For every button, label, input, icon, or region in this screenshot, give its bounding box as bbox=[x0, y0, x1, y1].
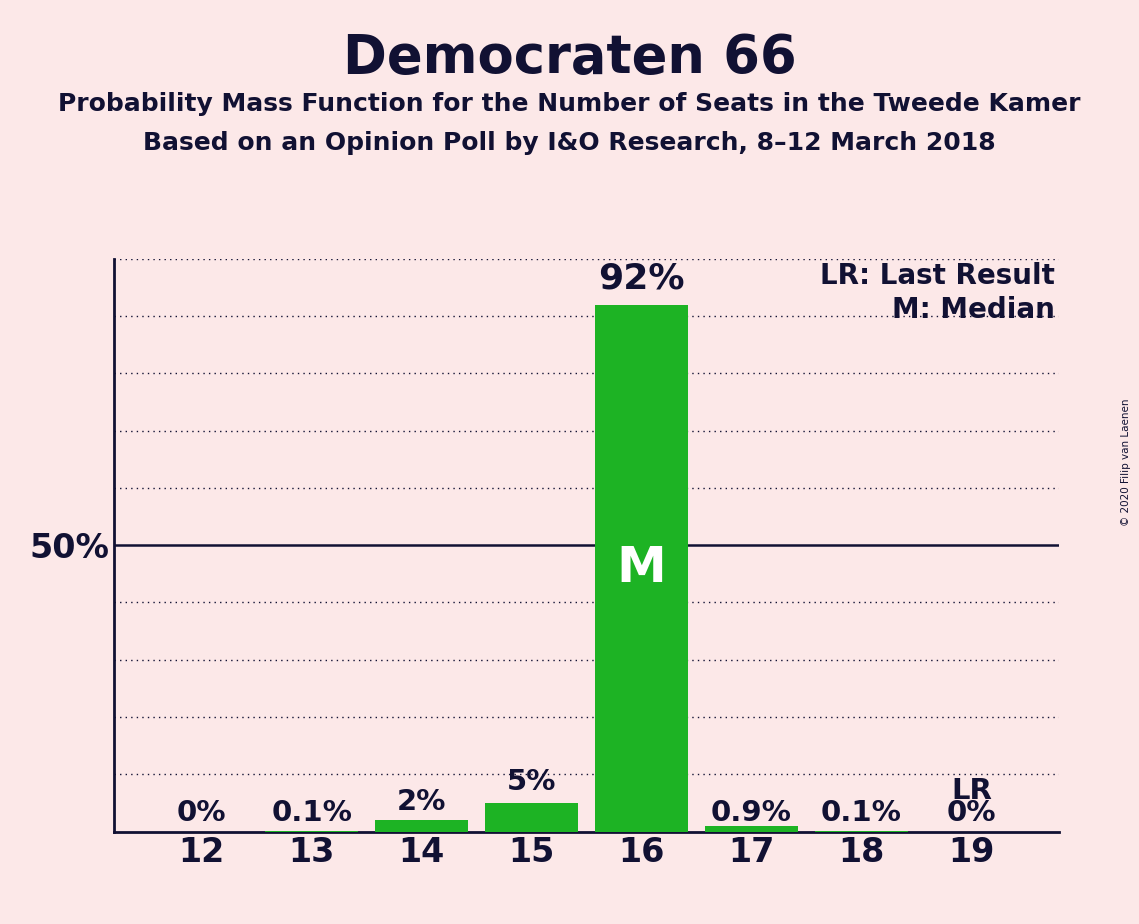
Text: 0.1%: 0.1% bbox=[821, 799, 902, 827]
Text: Probability Mass Function for the Number of Seats in the Tweede Kamer: Probability Mass Function for the Number… bbox=[58, 92, 1081, 116]
Text: M: Median: M: Median bbox=[892, 296, 1055, 324]
Text: 0%: 0% bbox=[177, 799, 227, 827]
Bar bbox=[485, 803, 579, 832]
Text: LR: LR bbox=[951, 777, 992, 805]
Bar bbox=[375, 821, 468, 832]
Text: M: M bbox=[616, 544, 666, 592]
Text: 2%: 2% bbox=[398, 787, 446, 816]
Text: 92%: 92% bbox=[598, 262, 685, 296]
Text: © 2020 Filip van Laenen: © 2020 Filip van Laenen bbox=[1121, 398, 1131, 526]
Text: LR: Last Result: LR: Last Result bbox=[820, 261, 1055, 289]
Text: 0.1%: 0.1% bbox=[271, 799, 352, 827]
Bar bbox=[705, 826, 798, 832]
Text: 0.9%: 0.9% bbox=[711, 799, 792, 827]
Text: Democraten 66: Democraten 66 bbox=[343, 32, 796, 84]
Text: 5%: 5% bbox=[507, 768, 556, 796]
Text: Based on an Opinion Poll by I&O Research, 8–12 March 2018: Based on an Opinion Poll by I&O Research… bbox=[144, 131, 995, 155]
Text: 0%: 0% bbox=[947, 799, 997, 827]
Bar bbox=[595, 305, 688, 832]
